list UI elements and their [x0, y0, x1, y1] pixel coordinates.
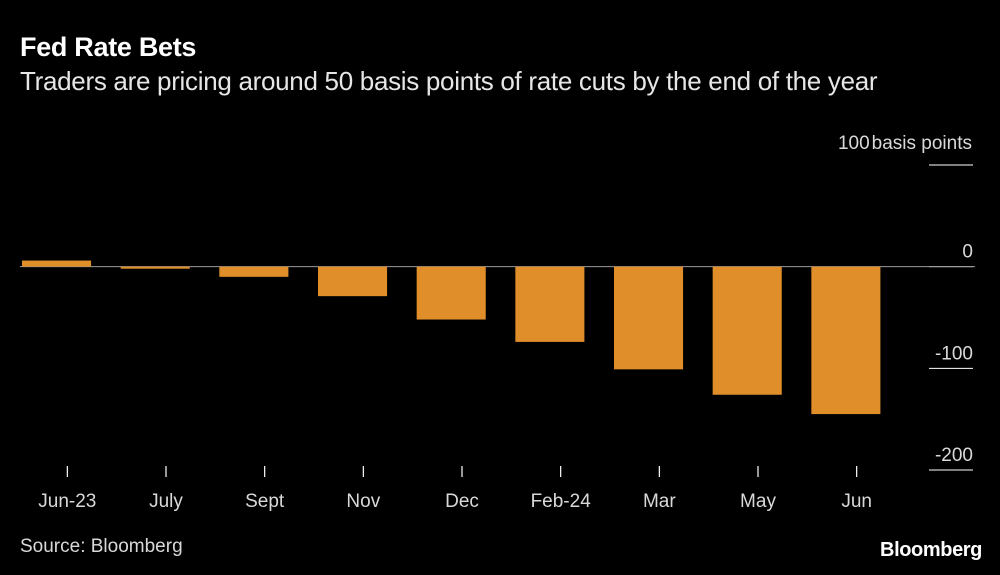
x-tick-label: Jun [841, 491, 872, 512]
x-tick-label: Feb-24 [531, 491, 592, 512]
chart-title: Fed Rate Bets [20, 32, 197, 62]
bar-mar [614, 266, 684, 370]
x-tick-label: July [149, 491, 183, 512]
chart-subtitle: Traders are pricing around 50 basis poin… [20, 66, 878, 96]
y-axis-unit-label: 100 basis points [838, 133, 972, 155]
bar-july [120, 266, 190, 269]
y-axis-label: basis points [871, 133, 972, 154]
bar-jun-23 [22, 260, 92, 267]
x-tick-label: Nov [346, 491, 380, 512]
y-tick-top-label: 100 [837, 133, 870, 154]
y-tick-label: -200 [935, 445, 973, 466]
bar-feb-24 [515, 266, 585, 342]
bar-nov [318, 266, 388, 297]
bar-may [712, 266, 782, 395]
bar-dec [416, 266, 486, 320]
x-tick-label: Dec [445, 491, 479, 512]
source-note: Source: Bloomberg [20, 536, 183, 557]
y-tick-label: -100 [935, 343, 973, 364]
bloomberg-logo: Bloomberg [880, 539, 982, 561]
x-tick-label: May [740, 491, 776, 512]
x-tick-label: Mar [643, 491, 676, 512]
bar-sept [219, 266, 289, 277]
x-tick-label: Jun-23 [38, 491, 96, 512]
x-tick-label: Sept [245, 491, 285, 512]
bar-jun [811, 266, 881, 415]
y-tick-label: 0 [962, 242, 973, 263]
